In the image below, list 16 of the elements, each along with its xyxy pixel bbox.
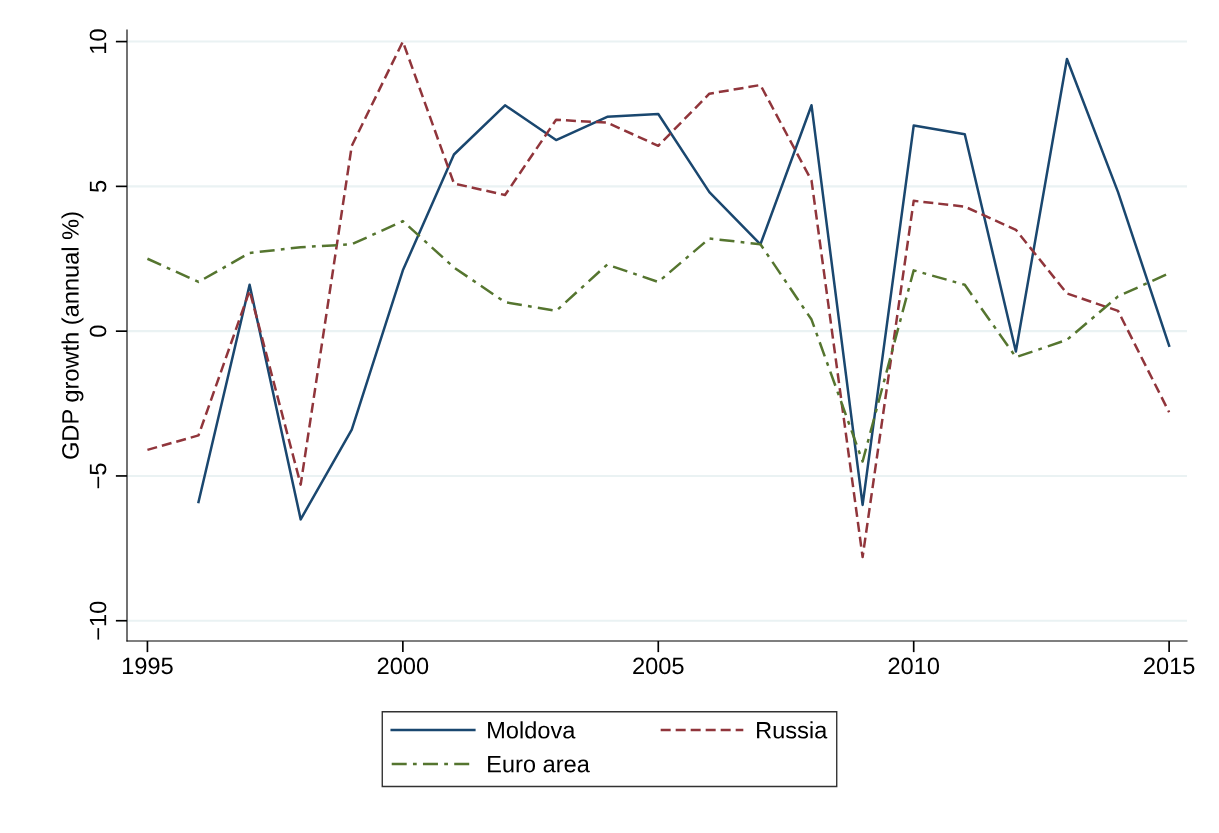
x-tick-label: 2005 — [633, 657, 684, 675]
x-tick-label: 2010 — [888, 657, 940, 675]
y-tick-label: 5 — [89, 180, 107, 192]
y-tick-label: −5 — [89, 463, 107, 489]
x-tick-label: 2015 — [1144, 657, 1195, 675]
x-tick-label: 1995 — [122, 657, 173, 675]
line-series — [146, 40, 1171, 559]
legend-label: Euro area — [488, 755, 590, 773]
y-tick-label: −10 — [89, 601, 107, 640]
legend-label: Russia — [757, 721, 828, 739]
line-series — [197, 57, 1171, 521]
x-tick-label: 2000 — [377, 657, 429, 675]
legend-label: Moldova — [488, 721, 576, 739]
y-tick-label: 10 — [89, 29, 107, 53]
y-axis-title: GDP growth (annual %) — [61, 212, 84, 459]
y-tick-label: 0 — [89, 325, 107, 337]
